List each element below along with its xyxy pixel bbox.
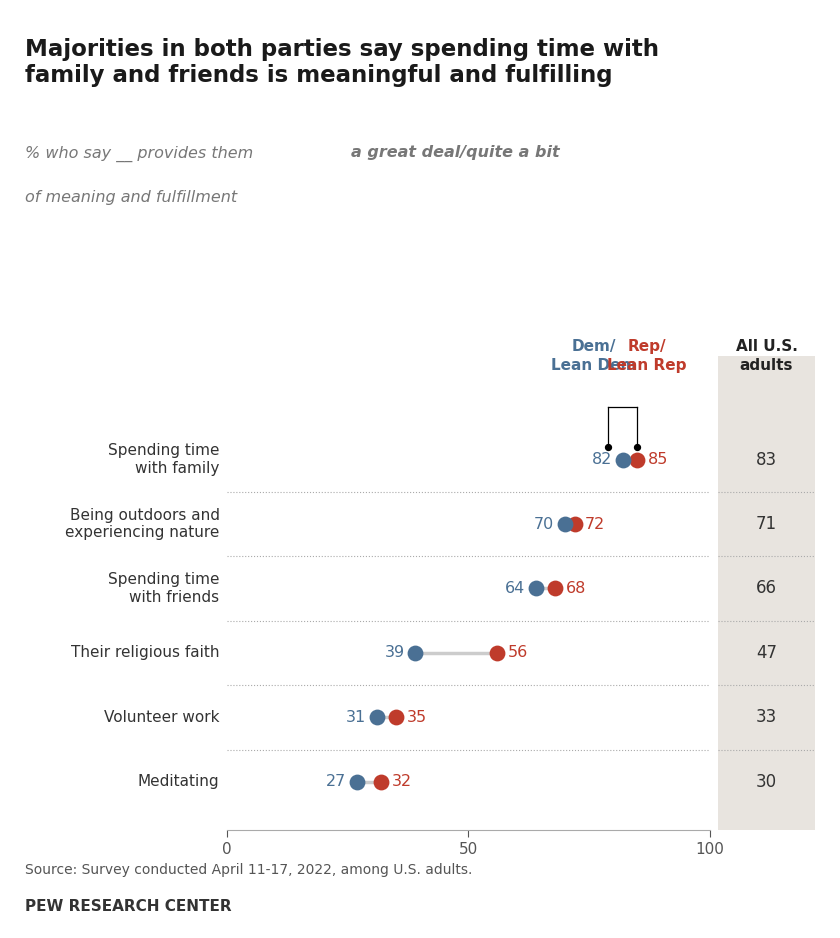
- Text: Rep/
Lean Rep: Rep/ Lean Rep: [607, 339, 687, 372]
- Point: [491, 645, 504, 660]
- Text: PEW RESEARCH CENTER: PEW RESEARCH CENTER: [25, 899, 232, 914]
- Text: 71: 71: [756, 515, 777, 533]
- Text: Meditating: Meditating: [138, 774, 219, 789]
- Text: a great deal/quite a bit: a great deal/quite a bit: [351, 145, 559, 160]
- Text: 30: 30: [756, 773, 777, 791]
- Text: 64: 64: [505, 581, 525, 596]
- Text: All U.S.
adults: All U.S. adults: [736, 339, 797, 372]
- Text: 83: 83: [756, 450, 777, 469]
- Text: Being outdoors and
experiencing nature: Being outdoors and experiencing nature: [66, 507, 219, 540]
- Point: [568, 517, 581, 532]
- Text: Majorities in both parties say spending time with
family and friends is meaningf: Majorities in both parties say spending …: [25, 38, 659, 87]
- Text: Spending time
with family: Spending time with family: [108, 444, 219, 476]
- Point: [549, 581, 562, 596]
- Text: Dem/
Lean Dem: Dem/ Lean Dem: [551, 339, 637, 372]
- Text: % who say __ provides them: % who say __ provides them: [25, 145, 259, 161]
- Text: 27: 27: [326, 774, 347, 789]
- Text: Source: Survey conducted April 11-17, 2022, among U.S. adults.: Source: Survey conducted April 11-17, 20…: [25, 863, 473, 877]
- Text: 66: 66: [756, 580, 777, 598]
- Text: 72: 72: [585, 517, 606, 532]
- Point: [408, 645, 422, 660]
- Point: [370, 710, 383, 725]
- Point: [558, 517, 571, 532]
- Point: [616, 452, 630, 467]
- Point: [601, 439, 615, 454]
- Text: Spending time
with friends: Spending time with friends: [108, 572, 219, 605]
- Point: [389, 710, 402, 725]
- Text: 35: 35: [407, 710, 427, 725]
- Text: 70: 70: [534, 517, 554, 532]
- Point: [375, 774, 388, 789]
- Point: [529, 581, 543, 596]
- Text: 47: 47: [756, 643, 777, 662]
- Text: 82: 82: [592, 452, 612, 467]
- Text: 31: 31: [345, 710, 366, 725]
- Text: 32: 32: [392, 774, 412, 789]
- Text: Volunteer work: Volunteer work: [104, 710, 219, 725]
- Text: 33: 33: [756, 708, 777, 726]
- Text: of meaning and fulfillment: of meaning and fulfillment: [25, 190, 238, 205]
- Point: [631, 452, 644, 467]
- Text: 68: 68: [566, 581, 586, 596]
- Text: Their religious faith: Their religious faith: [71, 645, 219, 660]
- Point: [631, 439, 644, 454]
- Point: [350, 774, 364, 789]
- Text: 56: 56: [508, 645, 528, 660]
- Text: 85: 85: [648, 452, 669, 467]
- Text: 39: 39: [385, 645, 405, 660]
